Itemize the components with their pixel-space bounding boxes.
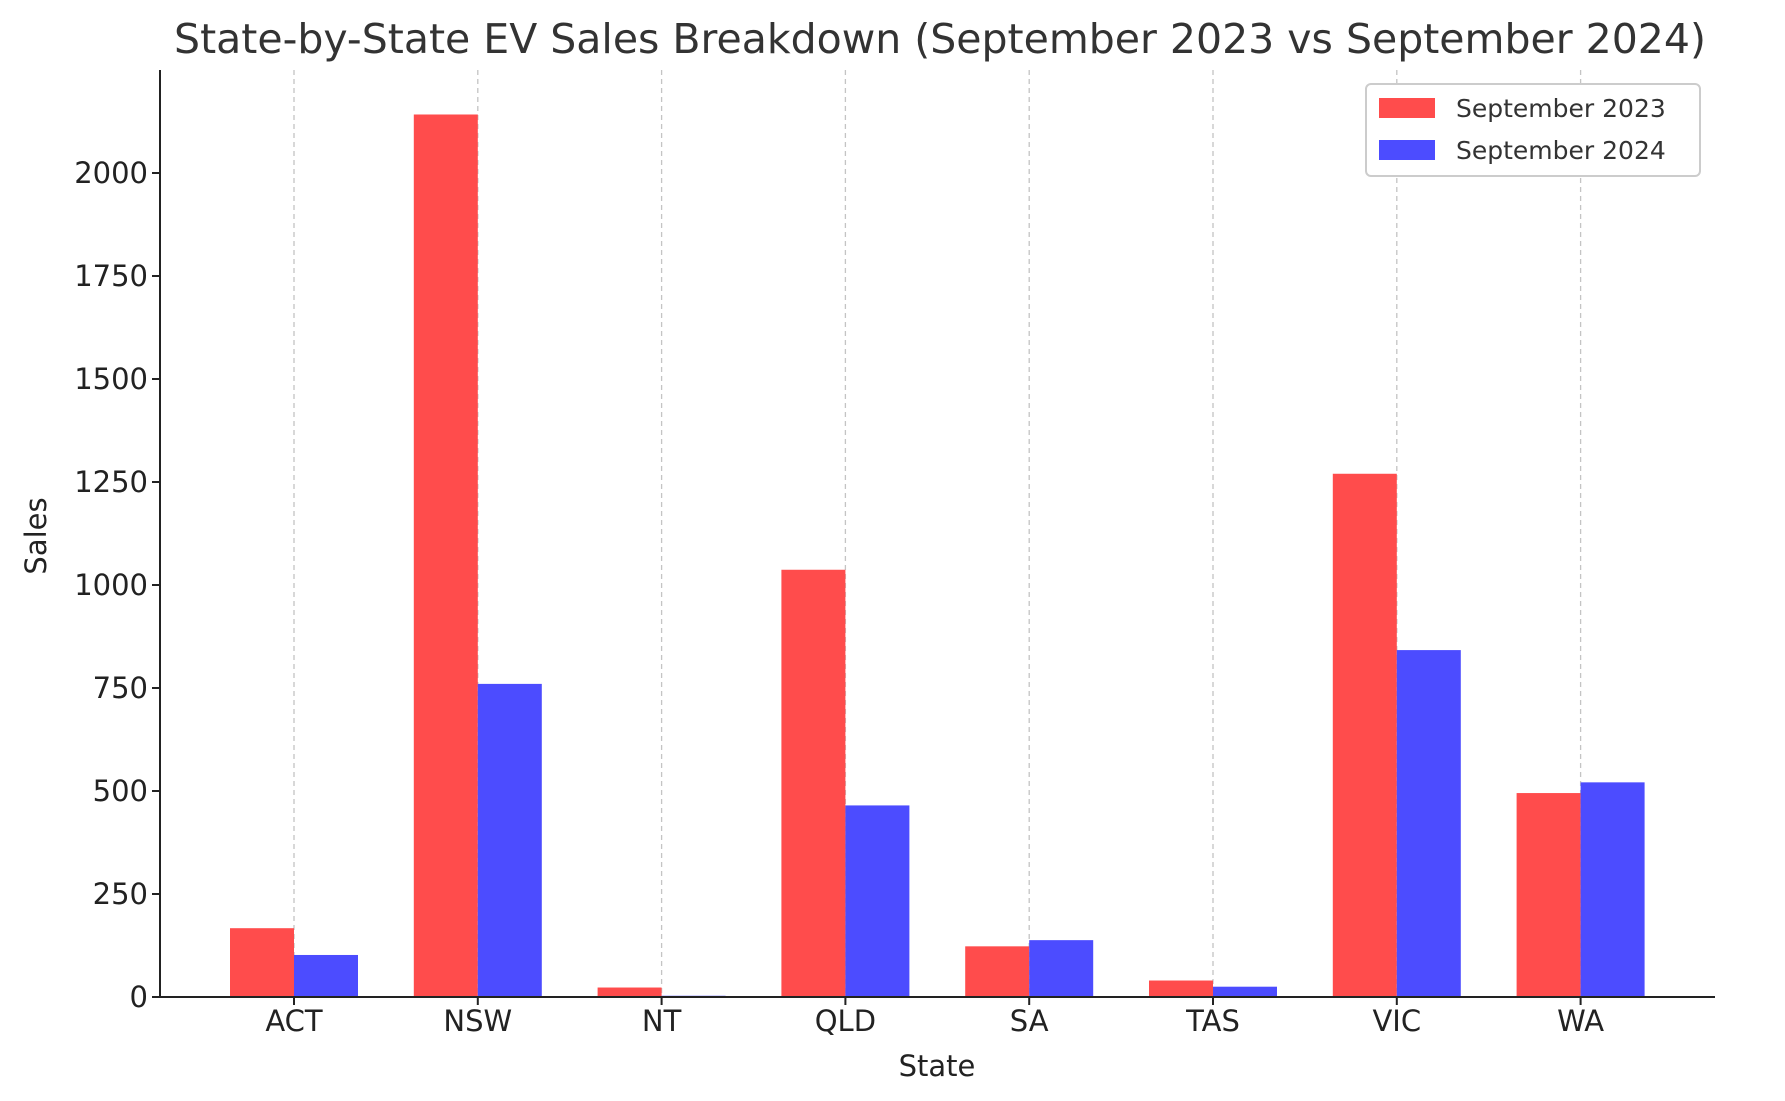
chart-title: State-by-State EV Sales Breakdown (Septe…: [174, 15, 1706, 63]
legend-swatch-2023: [1379, 98, 1435, 118]
x-tick-label-nsw: NSW: [443, 1004, 512, 1038]
legend-swatch-2024: [1379, 140, 1435, 160]
bar-wa-2024: [1580, 782, 1645, 997]
x-tick-label-qld: QLD: [815, 1004, 876, 1038]
bar-qld-2024: [845, 805, 910, 997]
y-tick-label-250: 250: [93, 877, 148, 911]
y-tick-label-2000: 2000: [74, 156, 148, 190]
y-axis-label: Sales: [19, 497, 53, 574]
bar-tas-2023: [1149, 980, 1213, 997]
y-ticks: 0 250 500 750 1000 1250 1500 1750 2000: [74, 156, 160, 1014]
bar-vic-2023: [1332, 473, 1397, 997]
bar-sa-2023: [965, 946, 1030, 997]
legend-label-2024: September 2024: [1456, 136, 1666, 165]
x-tick-label-wa: WA: [1557, 1004, 1604, 1038]
bar-nt-2023: [597, 987, 662, 997]
bar-vic-2024: [1396, 650, 1461, 997]
x-ticks: ACT NSW NT QLD SA TAS VIC WA: [265, 997, 1604, 1038]
y-tick-label-750: 750: [93, 671, 148, 705]
y-tick-label-0: 0: [130, 980, 148, 1014]
bar-nsw-2024: [477, 683, 542, 997]
x-tick-label-nt: NT: [642, 1004, 682, 1038]
x-tick-label-sa: SA: [1010, 1004, 1049, 1038]
bar-tas-2024: [1213, 986, 1277, 997]
y-tick-label-1000: 1000: [74, 568, 148, 602]
y-tick-label-1250: 1250: [74, 465, 148, 499]
x-axis-label: State: [899, 1049, 976, 1083]
y-tick-label-1750: 1750: [74, 259, 148, 293]
x-tick-label-tas: TAS: [1185, 1004, 1240, 1038]
bar-act-2024: [294, 954, 358, 997]
bars-group: [230, 114, 1645, 998]
y-tick-label-500: 500: [93, 774, 148, 808]
bar-nsw-2023: [413, 114, 478, 998]
legend: September 2023 September 2024: [1365, 83, 1701, 177]
x-tick-label-act: ACT: [265, 1004, 323, 1038]
bar-sa-2024: [1029, 940, 1094, 997]
bar-wa-2023: [1516, 793, 1581, 997]
bar-act-2023: [230, 928, 294, 997]
y-tick-label-1500: 1500: [74, 362, 148, 396]
x-tick-label-vic: VIC: [1372, 1004, 1421, 1038]
legend-label-2023: September 2023: [1456, 94, 1666, 123]
bar-qld-2023: [781, 569, 846, 997]
legend-box: [1365, 83, 1701, 177]
axes: [159, 70, 1715, 998]
